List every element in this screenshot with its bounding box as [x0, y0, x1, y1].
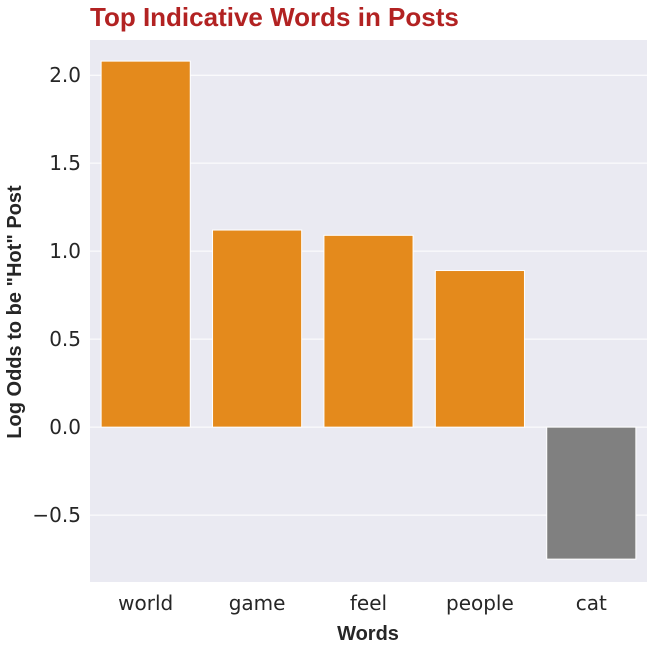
bar-people [434, 270, 525, 428]
bar-world [100, 60, 191, 428]
chart-title: Top Indicative Words in Posts [90, 2, 459, 32]
bar-cat [546, 426, 637, 560]
y-tick-label: −0.5 [32, 503, 81, 527]
x-tick-label: feel [350, 591, 387, 615]
y-tick-labels: −0.5 0.0 0.5 1.0 1.5 2.0 [32, 63, 81, 527]
y-axis-label: Log Odds to be "Hot" Post [4, 185, 26, 439]
x-tick-label: game [229, 591, 286, 615]
x-tick-label: cat [576, 591, 607, 615]
y-tick-label: 1.0 [49, 239, 81, 263]
bar-feel [323, 234, 414, 428]
x-axis-label: Words [337, 623, 399, 645]
x-tick-label: people [446, 591, 514, 615]
x-tick-label: world [118, 591, 173, 615]
bars [100, 60, 637, 560]
y-tick-label: 1.5 [49, 151, 81, 175]
y-tick-label: 2.0 [49, 63, 81, 87]
y-tick-label: 0.0 [49, 415, 81, 439]
y-tick-label: 0.5 [49, 327, 81, 351]
x-tick-labels: world game feel people cat [118, 591, 607, 615]
bar-game [212, 229, 303, 428]
